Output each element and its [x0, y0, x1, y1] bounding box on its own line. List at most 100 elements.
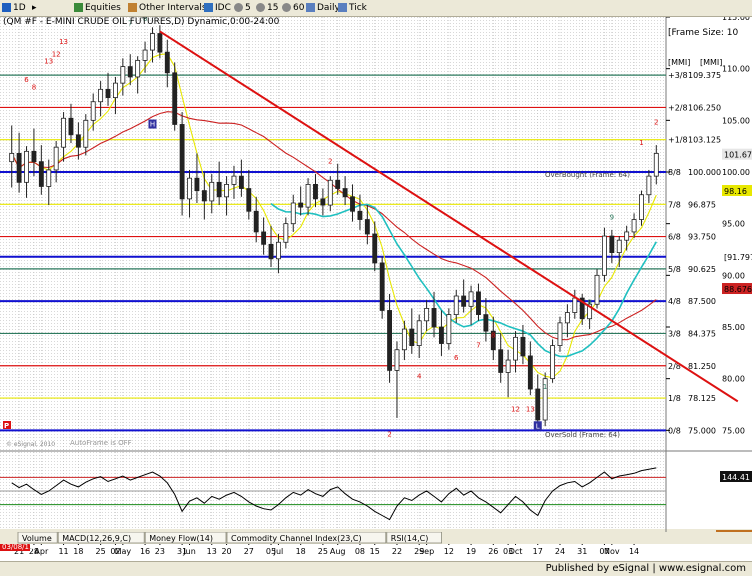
date-badge-label: 03/08/11	[2, 543, 33, 551]
tick-button[interactable]: Tick	[338, 2, 367, 14]
equities-button[interactable]: Equities	[74, 2, 121, 14]
x-tick-label: 28	[29, 547, 39, 556]
indicator-tab[interactable]	[226, 531, 387, 544]
x-tick-label: Sep	[419, 547, 434, 556]
y-tick-label: 105.00	[722, 116, 750, 125]
candle-body	[16, 152, 22, 183]
murrey-level-value: 93.750	[688, 233, 716, 242]
candle-body	[83, 119, 89, 148]
indicator-tab[interactable]	[17, 531, 58, 544]
x-tick-label: 25	[96, 547, 106, 556]
candle-body	[216, 181, 222, 198]
tick-icon	[338, 3, 347, 12]
candle-body	[209, 181, 215, 202]
x-tick-label: Aug	[330, 547, 346, 556]
td-count-label: 13	[59, 38, 68, 46]
x-tick-label: Jul	[273, 547, 284, 556]
price-tag-label: 101.675	[724, 151, 752, 160]
td-count-label: 9	[610, 214, 614, 222]
trendline	[159, 30, 739, 403]
x-tick-label: Apr	[34, 547, 49, 556]
candle-body	[416, 320, 422, 346]
interval-60-label: 60	[293, 3, 305, 13]
x-tick-label: 26	[488, 547, 498, 556]
period-button[interactable]: 1D	[2, 2, 26, 14]
x-tick-label: 18	[73, 547, 83, 556]
candle-body	[646, 175, 652, 196]
y-tick-label: 110.00	[722, 65, 750, 74]
x-tick-label: 27	[244, 547, 254, 556]
candle-body	[446, 314, 452, 344]
candle-body	[387, 310, 393, 371]
x-tick-label: 05	[266, 547, 276, 556]
candle-body	[350, 196, 355, 212]
candle-body	[31, 150, 37, 163]
p-marker-icon	[3, 421, 11, 429]
candle-body	[38, 161, 44, 187]
murrey-level-value: 106.250	[688, 103, 721, 112]
x-tick-label: 25	[318, 547, 328, 556]
interval-5-button[interactable]: 5	[234, 2, 251, 14]
candle-body	[631, 219, 637, 233]
y-tick-label: 100.00	[722, 168, 750, 177]
daily-button[interactable]: Daily	[306, 2, 340, 14]
td-count-label: 8	[143, 17, 147, 23]
murrey-level-label: 2/8	[668, 362, 681, 371]
candle-body	[572, 297, 578, 313]
td-count-label: 12	[52, 50, 61, 58]
other-intervals-button[interactable]: Other Intervals	[128, 2, 207, 14]
indicator-tab-label: Volume	[22, 534, 52, 543]
rsi-tag-label: 144.41	[722, 473, 750, 482]
price-tag	[722, 250, 752, 262]
candle-body	[601, 235, 607, 276]
candle-body	[201, 190, 207, 202]
indicator-tab[interactable]	[386, 531, 442, 544]
murrey-level-value: 109.375	[688, 71, 721, 80]
interval-15-button[interactable]: 15	[256, 2, 278, 14]
x-tick-label: Nov	[604, 547, 620, 556]
candle-body	[187, 177, 192, 200]
x-tick-label: 02	[110, 547, 120, 556]
candle-body	[142, 49, 148, 61]
candle-body	[542, 378, 548, 421]
x-tick-label: 31	[177, 547, 187, 556]
candle-body	[46, 169, 52, 187]
p-marker-label: P	[4, 422, 9, 430]
candle-body	[513, 336, 518, 361]
indicator-tab[interactable]	[57, 531, 145, 544]
x-tick-label: 08	[355, 547, 365, 556]
candle-body	[594, 274, 600, 305]
interval-15-label: 15	[267, 3, 279, 13]
td-count-label: 13	[526, 406, 535, 414]
candle-body	[9, 152, 15, 163]
chart-area[interactable]: +3/8 109.375 +2/8 106.250 +1/8 103.125 8/8 100.…	[0, 17, 752, 561]
candle-body	[164, 51, 170, 74]
moving-average-line	[11, 53, 657, 379]
candle-body	[253, 210, 259, 233]
candle-body	[246, 188, 252, 212]
price-tag	[722, 148, 752, 160]
td-count-label: 7	[128, 19, 132, 27]
candle-body	[505, 359, 511, 373]
calendar-icon	[306, 3, 315, 12]
candle-body	[290, 202, 296, 225]
candle-body	[157, 33, 163, 53]
x-tick-label: 17	[533, 547, 543, 556]
murrey-level-label: 5/8	[668, 265, 681, 274]
rsi-axis-bg	[666, 451, 752, 529]
candle-body	[194, 177, 200, 191]
interval-60-button[interactable]: 60	[282, 2, 304, 14]
rsi-pane-bg	[0, 451, 666, 529]
symbol-arrow-icon[interactable]: ▸	[32, 3, 37, 13]
candle-body	[224, 183, 230, 198]
status-bar: Published by eSignal | www.esignal.com	[0, 561, 752, 576]
equities-label: Equities	[85, 3, 121, 13]
x-tick-label: Oct	[509, 547, 523, 556]
oversold-label: OverSold (Frame: 64)	[545, 431, 620, 439]
idc-button[interactable]: IDC	[204, 2, 231, 14]
indicator-tab[interactable]	[144, 531, 227, 544]
td-count-label: 8	[32, 83, 36, 91]
y-tick-label: 75.00	[722, 426, 745, 435]
candle-body	[483, 314, 489, 332]
x-tick-label: 13	[207, 547, 217, 556]
